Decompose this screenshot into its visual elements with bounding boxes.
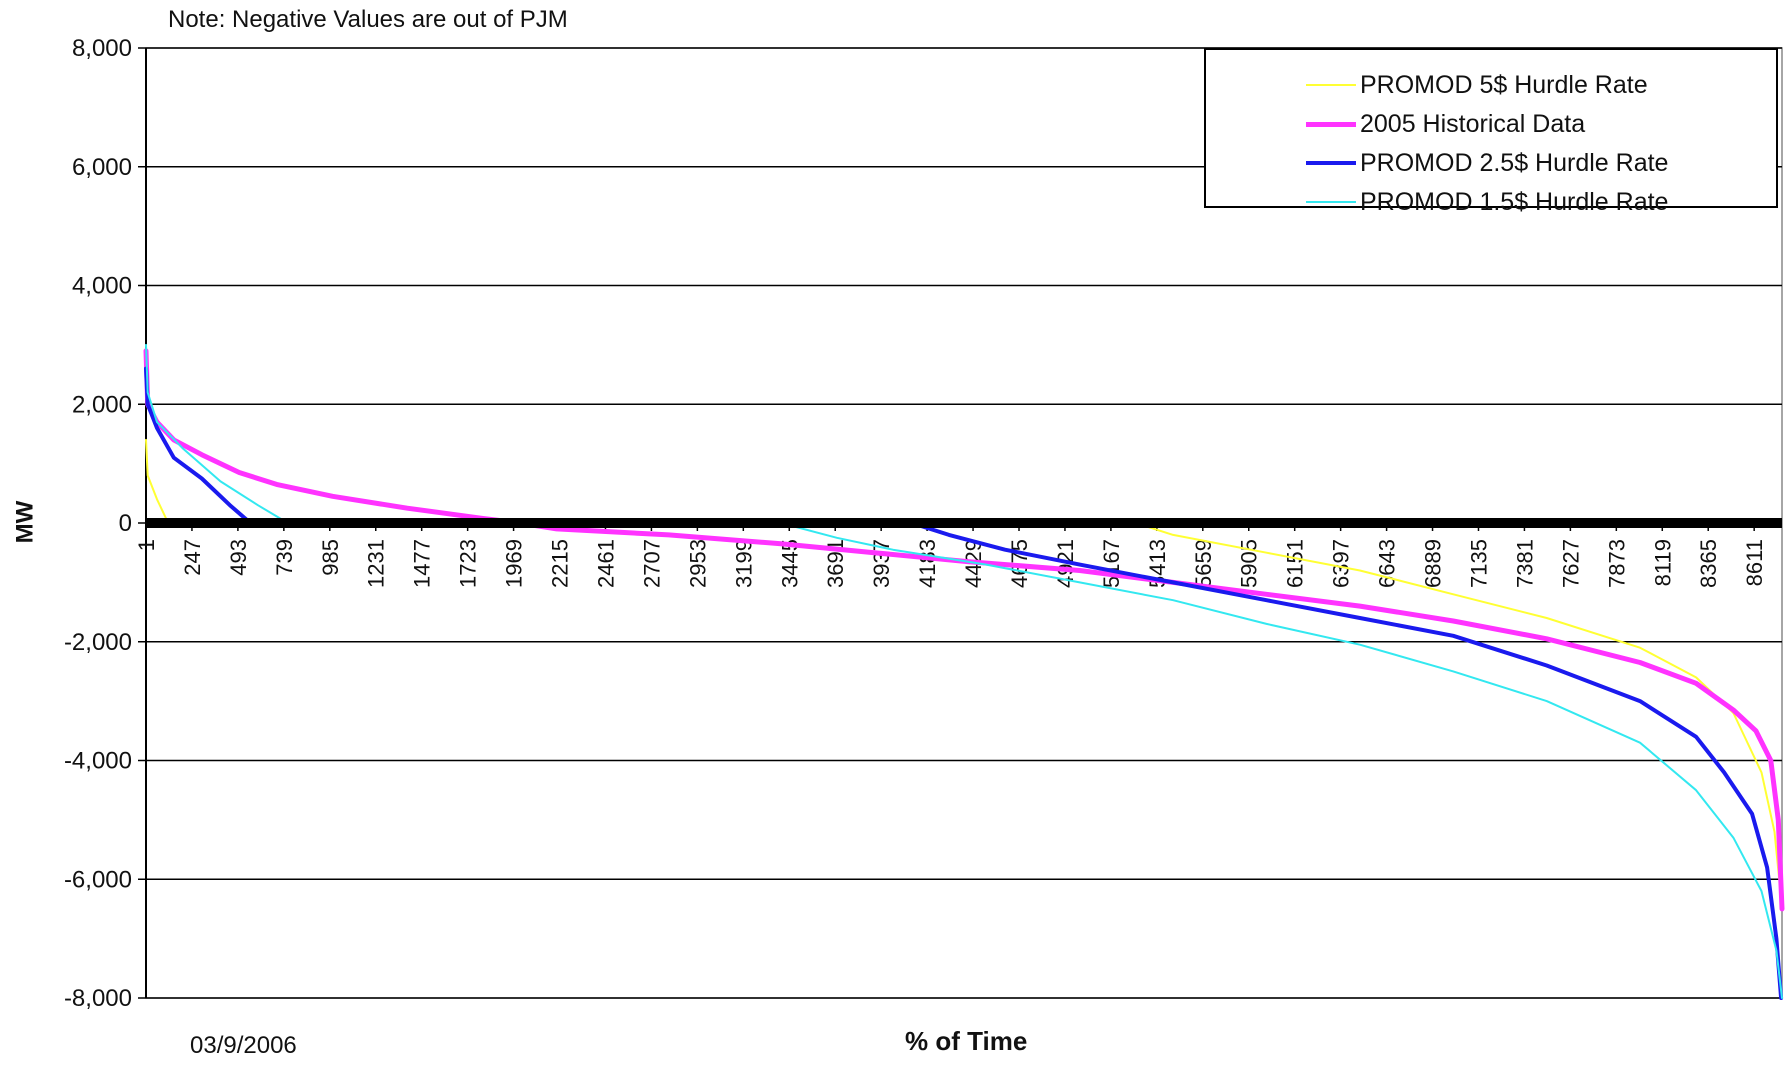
series-historical-line [143, 348, 1785, 912]
x-tick-label: 5167 [1099, 539, 1124, 588]
y-axis-label: MW [11, 500, 39, 544]
x-tick-label: 8365 [1696, 539, 1721, 588]
x-tick-label: 247 [180, 539, 205, 576]
legend-item-promod-5: PROMOD 5$ Hurdle Rate [1306, 68, 1648, 102]
legend-label-promod-5: PROMOD 5$ Hurdle Rate [1360, 70, 1648, 99]
y-tick-label: -8,000 [64, 985, 132, 1012]
y-tick-label: 4,000 [72, 273, 132, 300]
y-tick-label: 6,000 [72, 154, 132, 181]
x-axis-label: % of Time [905, 1026, 1028, 1056]
legend-label-promod-1-5: PROMOD 1.5$ Hurdle Rate [1360, 187, 1669, 216]
x-tick-label: 739 [272, 539, 297, 576]
x-tick-label: 5905 [1237, 539, 1262, 588]
x-tick-label: 7873 [1604, 539, 1629, 588]
x-tick-label: 6397 [1329, 539, 1354, 588]
legend-item-historical: 2005 Historical Data [1306, 107, 1585, 141]
y-tick-label: 2,000 [72, 391, 132, 418]
legend: PROMOD 5$ Hurdle Rate 2005 Historical Da… [1204, 48, 1778, 216]
series-promod-2-5-line [144, 366, 1784, 1000]
legend-label-historical: 2005 Historical Data [1360, 109, 1586, 138]
x-tick-label: 7627 [1558, 539, 1583, 588]
x-tick-label: 7381 [1512, 539, 1537, 588]
x-tick-label: 7135 [1466, 539, 1491, 588]
legend-label-promod-2-5: PROMOD 2.5$ Hurdle Rate [1360, 148, 1669, 177]
x-tick-label: 8119 [1650, 539, 1675, 586]
x-tick-label: 1477 [410, 539, 435, 588]
y-tick-label: -2,000 [64, 629, 132, 656]
x-tick-label: 2461 [593, 539, 618, 588]
legend-swatch-promod-1-5 [1306, 201, 1356, 203]
x-tick-label: 3199 [731, 539, 756, 588]
y-tick-label: 0 [119, 510, 132, 537]
y-tick-label: -6,000 [64, 866, 132, 893]
x-tick-label: 6151 [1283, 539, 1308, 588]
chart-note: Note: Negative Values are out of PJM [168, 6, 568, 33]
x-tick-label: 985 [318, 539, 343, 576]
x-tick-label: 6889 [1421, 539, 1446, 588]
legend-item-promod-2-5: PROMOD 2.5$ Hurdle Rate [1306, 146, 1668, 180]
y-tick-label: -4,000 [64, 748, 132, 775]
x-tick-label: 1 [134, 539, 159, 551]
legend-swatch-promod-2-5 [1306, 161, 1356, 165]
legend-item-promod-1-5: PROMOD 1.5$ Hurdle Rate [1306, 185, 1668, 219]
x-tick-label: 8611 [1742, 539, 1767, 586]
legend-swatch-historical [1306, 121, 1356, 127]
x-tick-label: 5659 [1191, 539, 1216, 588]
x-tick-label: 2707 [639, 539, 664, 588]
x-tick-label: 1231 [364, 539, 389, 588]
series-promod-1-5-line [145, 343, 1783, 999]
x-tick-label: 1723 [456, 539, 481, 588]
y-tick-label: 8,000 [72, 35, 132, 62]
chart-date: 03/9/2006 [190, 1032, 297, 1059]
x-tick-label: 1969 [502, 539, 527, 588]
x-tick-label: 2953 [685, 539, 710, 588]
legend-swatch-promod-5 [1306, 84, 1356, 86]
x-tick-label: 4183 [915, 539, 940, 588]
x-tick-label: 493 [226, 539, 251, 576]
x-tick-label: 2215 [548, 539, 573, 588]
